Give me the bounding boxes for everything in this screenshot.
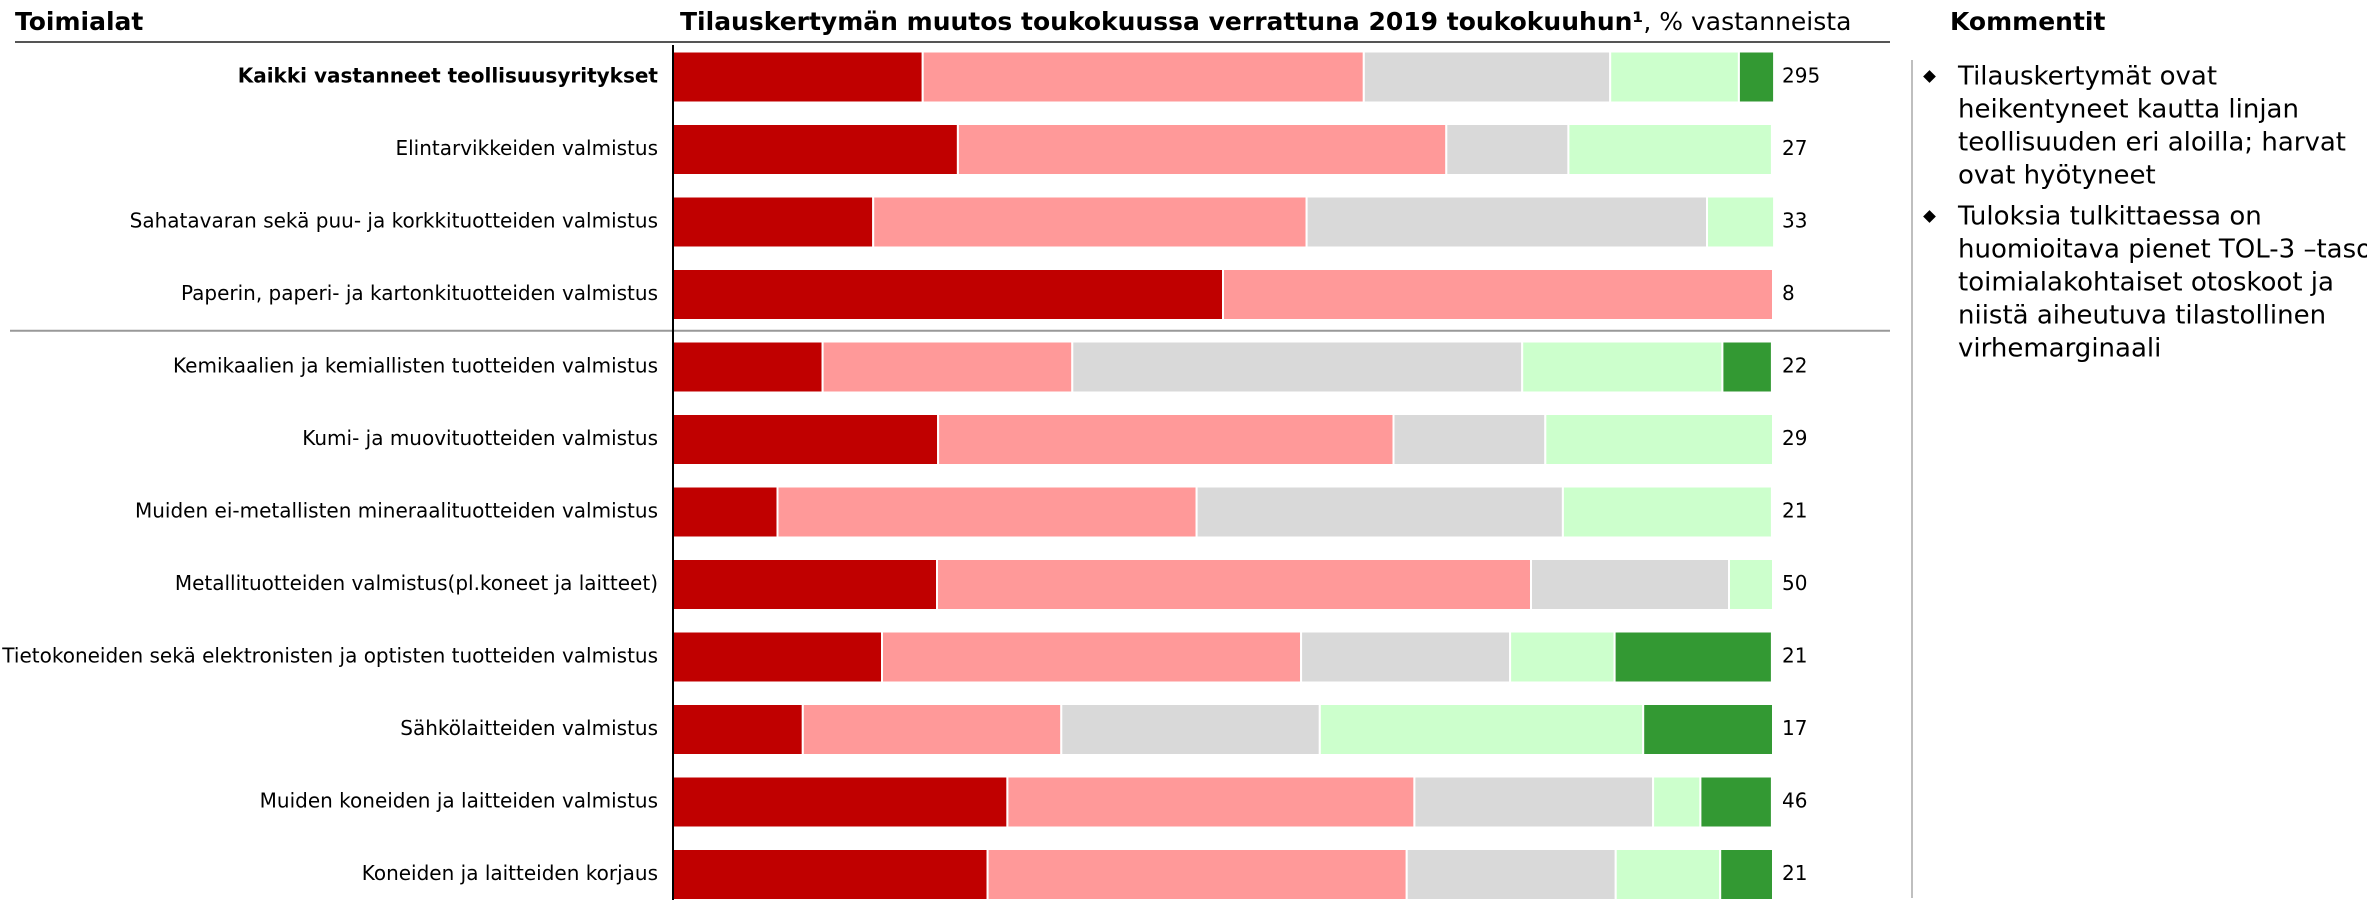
bar-segment [1530, 558, 1730, 611]
count-label: 17 [1782, 716, 1807, 740]
bar-segment [1521, 340, 1724, 394]
category-label: Muiden koneiden ja laitteiden valmistus [260, 789, 658, 813]
bar-segment [1721, 340, 1773, 394]
chart-title-group: Tilauskertymän muutos toukokuussa verrat… [680, 7, 1851, 36]
count-label: 50 [1782, 571, 1807, 595]
bar-segment [937, 413, 1395, 466]
count-label: 21 [1782, 861, 1807, 885]
bar-segment [776, 485, 1198, 539]
category-label: Tietokoneiden sekä elektronisten ja opti… [1, 644, 658, 668]
count-label: 295 [1782, 64, 1820, 88]
bar-segment [1195, 485, 1564, 539]
comment-line: toimialakohtaiset otoskoot ja [1958, 268, 2334, 298]
bar-segment [1544, 413, 1775, 466]
bar-segment [1699, 775, 1773, 829]
bar-segment [1719, 848, 1774, 900]
bar-segment [672, 268, 1224, 321]
bar-segment [956, 123, 1448, 176]
comment-line: heikentyneet kautta linjan [1958, 95, 2299, 125]
bar-segment [672, 413, 940, 466]
comment-line: ovat hyötyneet [1958, 161, 2156, 191]
count-label: 21 [1782, 644, 1807, 668]
count-label: 22 [1782, 354, 1807, 378]
bar-segment [1609, 50, 1740, 104]
bar-segment [821, 340, 1074, 394]
bar-segment [672, 195, 875, 249]
bar-segment [1318, 703, 1645, 756]
comment-line: huomioitava pienet TOL-3 –tason [1958, 235, 2367, 265]
bar-segment [1060, 703, 1321, 756]
bar-segment [986, 848, 1408, 900]
bar-segment [1706, 195, 1776, 249]
comment-line: niistä aiheutuva tilastollinen [1958, 301, 2326, 331]
category-label: Muiden ei-metallisten mineraalituotteide… [135, 499, 658, 523]
bar-segment [1300, 630, 1512, 684]
bar-segment [1305, 195, 1708, 249]
comment-line: virhemarginaali [1958, 334, 2161, 364]
bar-segment [1561, 485, 1773, 539]
bullet [1923, 210, 1936, 223]
bar-segment [921, 50, 1365, 104]
bar-segment [1006, 775, 1416, 829]
left-header: Toimialat [15, 7, 143, 36]
bar-segment [672, 485, 779, 539]
comment-line: Tilauskertymät ovat [1957, 62, 2217, 92]
bar-segment [1509, 630, 1616, 684]
category-label: Kumi- ja muovituotteiden valmistus [302, 426, 658, 450]
category-label: Kemikaalien ja kemiallisten tuotteiden v… [173, 354, 658, 378]
count-label: 27 [1782, 136, 1807, 160]
bar-segment [1614, 848, 1722, 900]
bar-segment [1567, 123, 1773, 176]
comment-line: teollisuuden eri aloilla; harvat [1958, 128, 2346, 158]
chart-subtitle: , % vastanneista [1643, 7, 1851, 36]
bar-segment [1445, 123, 1570, 176]
bar-segment [1392, 413, 1547, 466]
bar-segment [1613, 630, 1773, 684]
category-label: Koneiden ja laitteiden korjaus [362, 861, 658, 885]
bullet [1923, 70, 1936, 83]
bar-segment [881, 630, 1303, 684]
bar-segment [1728, 558, 1774, 611]
bar-segment [872, 195, 1308, 249]
category-label: Sahatavaran sekä puu- ja korkkituotteide… [130, 209, 658, 233]
bar-segment [801, 703, 1063, 756]
bar-segment [672, 703, 804, 756]
count-label: 33 [1782, 209, 1807, 233]
bar-segment [1652, 775, 1702, 829]
count-label: 46 [1782, 789, 1807, 813]
count-label: 29 [1782, 426, 1807, 450]
bar-segment [1737, 50, 1776, 104]
bar-segment [672, 630, 883, 684]
comment-line: Tuloksia tulkittaessa on [1957, 202, 2262, 232]
category-label: Paperin, paperi- ja kartonkituotteiden v… [181, 281, 658, 305]
count-label: 21 [1782, 499, 1807, 523]
category-label: Kaikki vastanneet teollisuusyritykset [238, 64, 659, 88]
bar-segment [672, 50, 924, 104]
bar-segment [1642, 703, 1774, 756]
bar-segment [672, 775, 1009, 829]
bar-segment [672, 123, 959, 176]
category-label: Sähkölaitteiden valmistus [400, 716, 658, 740]
count-label: 8 [1782, 281, 1795, 305]
category-label: Elintarvikkeiden valmistus [395, 136, 658, 160]
bar-segment [672, 558, 938, 611]
bar-segment [1222, 268, 1774, 321]
bar-segment [936, 558, 1532, 611]
bar-segment [1362, 50, 1612, 104]
category-label: Metallituotteiden valmistus(pl.koneet ja… [175, 571, 658, 595]
right-header: Kommentit [1950, 7, 2105, 36]
bar-segment [1071, 340, 1524, 394]
bar-segment [672, 340, 824, 394]
chart-title: Tilauskertymän muutos toukokuussa verrat… [680, 7, 1643, 36]
bar-segment [1413, 775, 1655, 829]
bar-segment [672, 848, 989, 900]
bar-segment [1405, 848, 1617, 900]
